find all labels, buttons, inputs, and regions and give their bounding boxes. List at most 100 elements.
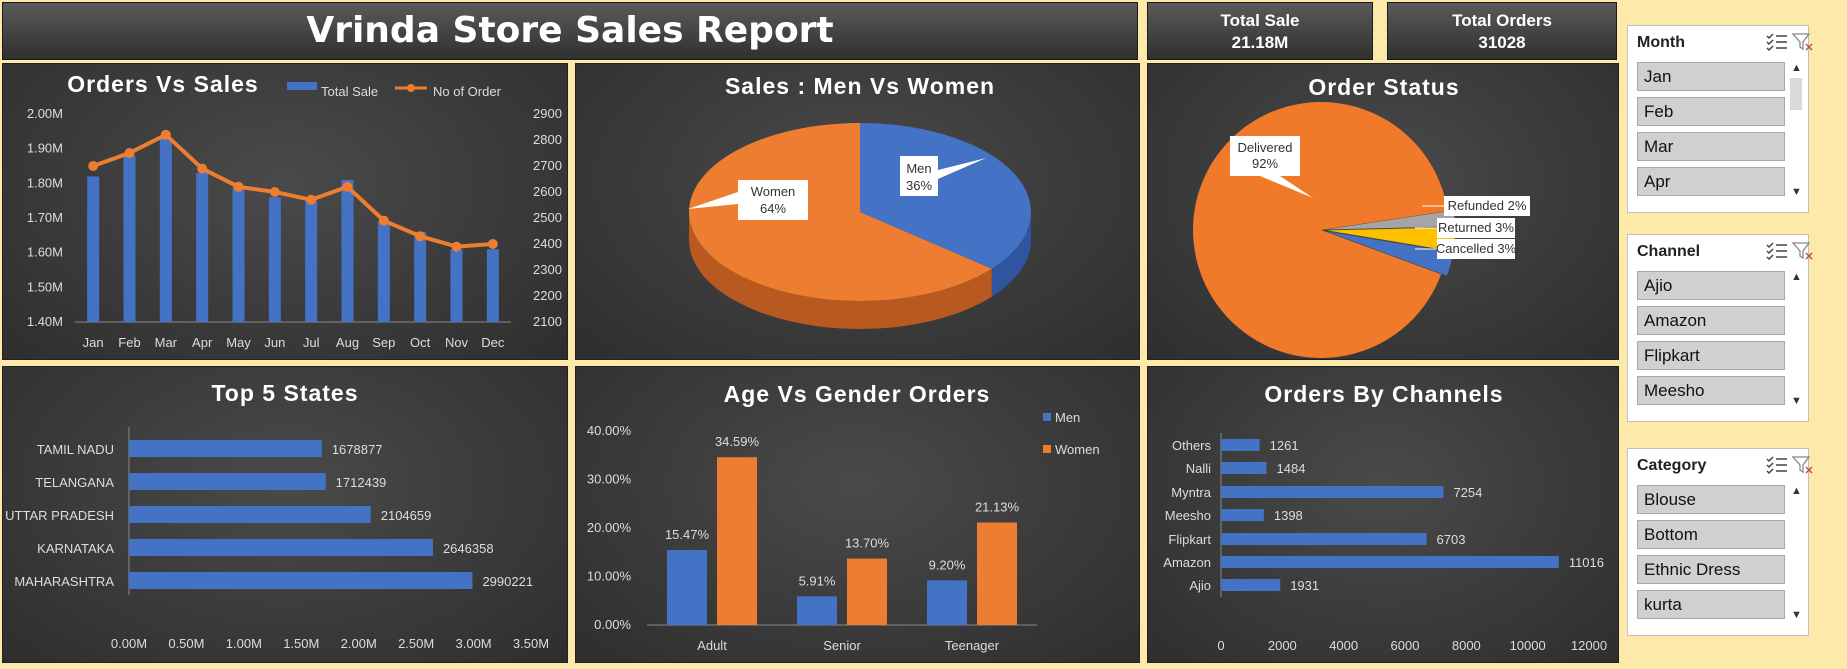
chart-title: Orders By Channels bbox=[1264, 381, 1503, 407]
x-tick-label: Sep bbox=[372, 335, 395, 350]
y-tick-label: Myntra bbox=[1171, 485, 1212, 500]
multi-select-icon[interactable] bbox=[1766, 32, 1788, 52]
pie-side-women bbox=[689, 212, 992, 330]
legend-swatch-women bbox=[1043, 445, 1051, 453]
slicer-item-mar[interactable]: Mar bbox=[1637, 132, 1785, 161]
scroll-up-icon[interactable]: ▲ bbox=[1791, 62, 1802, 74]
y-tick-label: 0.00% bbox=[594, 617, 631, 632]
orders-vs-sales-panel[interactable]: Orders Vs Sales Total Sale No of Order 2.00… bbox=[2, 63, 568, 360]
slicer-category[interactable]: Category Blouse Bottom Ethnic Dress kurta ▲ … bbox=[1627, 448, 1813, 636]
bar-total-sale bbox=[232, 186, 245, 322]
clear-filter-icon[interactable] bbox=[1792, 455, 1814, 475]
clear-filter-icon[interactable] bbox=[1792, 241, 1814, 261]
y-tick-label: UTTAR PRADESH bbox=[5, 508, 114, 523]
multi-select-icon[interactable] bbox=[1766, 241, 1788, 261]
bar-total-sale bbox=[196, 172, 209, 322]
x-tick-label: Jul bbox=[303, 335, 320, 350]
y-tick-label: TELANGANA bbox=[35, 475, 114, 490]
y-tick-label: Flipkart bbox=[1168, 532, 1211, 547]
y-tick-label: Nalli bbox=[1186, 461, 1211, 476]
slicer-scrollbar[interactable]: ▲ ▼ bbox=[1788, 271, 1804, 411]
legend-swatch-total-sale bbox=[287, 82, 317, 90]
callout-refunded bbox=[1444, 196, 1530, 216]
y-tick-label: 20.00% bbox=[587, 520, 632, 535]
x-tick-label: 6000 bbox=[1391, 638, 1420, 653]
bar-state bbox=[129, 572, 473, 589]
y-tick-label: KARNATAKA bbox=[37, 541, 114, 556]
order-status-panel[interactable]: Order Status Delivered 92% Refunded 2% Retur… bbox=[1147, 63, 1619, 360]
x-tick-label: Apr bbox=[192, 335, 213, 350]
slicer-scrollbar[interactable]: ▲ ▼ bbox=[1788, 62, 1804, 202]
y-tick-label: TAMIL NADU bbox=[37, 442, 114, 457]
slicer-item-blouse[interactable]: Blouse bbox=[1637, 485, 1785, 514]
multi-select-icon[interactable] bbox=[1766, 455, 1788, 475]
top-states-panel[interactable]: Top 5 States TAMIL NADU 1678877 TELANGANA 17… bbox=[2, 366, 568, 663]
slicer-header: Month bbox=[1628, 26, 1813, 58]
bar-channel bbox=[1221, 579, 1281, 591]
orders-vs-sales-chart: Orders Vs Sales Total Sale No of Order 2.00… bbox=[27, 71, 562, 350]
y-tick-label: 40.00% bbox=[587, 423, 632, 438]
point-no-of-order bbox=[197, 163, 208, 174]
slicer-scrollbar[interactable]: ▲ ▼ bbox=[1788, 485, 1804, 625]
point-no-of-order bbox=[269, 187, 280, 197]
label-cancelled: Cancelled 3% bbox=[1436, 241, 1517, 256]
slicer-item-kurta[interactable]: kurta bbox=[1637, 590, 1785, 619]
label-returned: Returned 3% bbox=[1438, 220, 1514, 235]
x-tick-label: Nov bbox=[445, 335, 469, 350]
slicer-month[interactable]: Month Jan Feb Mar Apr ▲ ▼ bbox=[1627, 25, 1813, 213]
bar-value-label: 11016 bbox=[1569, 555, 1604, 570]
slicer-item-flipkart[interactable]: Flipkart bbox=[1637, 341, 1785, 370]
bar-value-label: 1398 bbox=[1274, 508, 1303, 523]
legend-label-women: Women bbox=[1055, 442, 1100, 457]
x-tick-label: Aug bbox=[336, 335, 359, 350]
scroll-down-icon[interactable]: ▼ bbox=[1791, 395, 1802, 407]
scroll-thumb[interactable] bbox=[1790, 78, 1802, 110]
chart-title: Top 5 States bbox=[211, 380, 358, 406]
kpi-total-sale-label: Total Sale bbox=[1220, 11, 1300, 30]
bar-value-label: 7254 bbox=[1453, 485, 1482, 500]
slicer-item-amazon[interactable]: Amazon bbox=[1637, 306, 1785, 335]
scroll-up-icon[interactable]: ▲ bbox=[1791, 485, 1802, 497]
bar-total-sale bbox=[268, 197, 281, 322]
scroll-down-icon[interactable]: ▼ bbox=[1791, 186, 1802, 198]
bar-total-sale bbox=[87, 176, 100, 322]
slicer-channel[interactable]: Channel Ajio Amazon Flipkart Meesho ▲ ▼ bbox=[1627, 234, 1813, 422]
bar-value-label: 1678877 bbox=[332, 442, 383, 457]
bar-channel bbox=[1221, 533, 1427, 545]
bar-men bbox=[927, 580, 967, 625]
x-tick-label: 0 bbox=[1217, 638, 1224, 653]
age-vs-gender-panel[interactable]: Age Vs Gender Orders Men Women 40.00% 30.00%… bbox=[575, 366, 1140, 663]
slicer-item-jan[interactable]: Jan bbox=[1637, 62, 1785, 91]
y-tick-label: Ajio bbox=[1189, 578, 1211, 593]
y-right-tick-label: 2500 bbox=[533, 210, 562, 225]
bar-total-sale bbox=[450, 249, 463, 322]
bar-value-label: 6703 bbox=[1437, 532, 1466, 547]
bar-state bbox=[129, 440, 322, 457]
slicer-item-feb[interactable]: Feb bbox=[1637, 97, 1785, 126]
bar-channel bbox=[1221, 486, 1444, 498]
clear-filter-icon[interactable] bbox=[1792, 32, 1814, 52]
y-tick-label: Amazon bbox=[1163, 555, 1211, 570]
scroll-up-icon[interactable]: ▲ bbox=[1791, 271, 1802, 283]
slicer-item-ethnic-dress[interactable]: Ethnic Dress bbox=[1637, 555, 1785, 584]
orders-by-channels-panel[interactable]: Orders By Channels Others 1261 Nalli 1484 Myn… bbox=[1147, 366, 1619, 663]
y-left-tick-label: 1.70M bbox=[27, 210, 63, 225]
men-vs-women-panel[interactable]: Sales : Men Vs Women Men 36% Women 64% bbox=[575, 63, 1140, 360]
slicer-item-meesho[interactable]: Meesho bbox=[1637, 376, 1785, 405]
x-tick-label: 0.50M bbox=[168, 636, 204, 651]
slicer-item-ajio[interactable]: Ajio bbox=[1637, 271, 1785, 300]
y-left-tick-label: 1.40M bbox=[27, 314, 63, 329]
bar-channel bbox=[1221, 556, 1559, 568]
scroll-down-icon[interactable]: ▼ bbox=[1791, 609, 1802, 621]
slicer-item-apr[interactable]: Apr bbox=[1637, 167, 1785, 196]
legend-swatch-men bbox=[1043, 413, 1051, 421]
x-tick-label: Oct bbox=[410, 335, 431, 350]
bar-women bbox=[977, 522, 1017, 625]
y-tick-label: MAHARASHTRA bbox=[14, 574, 114, 589]
slicer-item-bottom[interactable]: Bottom bbox=[1637, 520, 1785, 549]
x-tick-label: 4000 bbox=[1329, 638, 1358, 653]
line-no-of-order bbox=[92, 132, 493, 249]
x-tick-label: Mar bbox=[155, 335, 178, 350]
y-left-tick-label: 2.00M bbox=[27, 106, 63, 121]
